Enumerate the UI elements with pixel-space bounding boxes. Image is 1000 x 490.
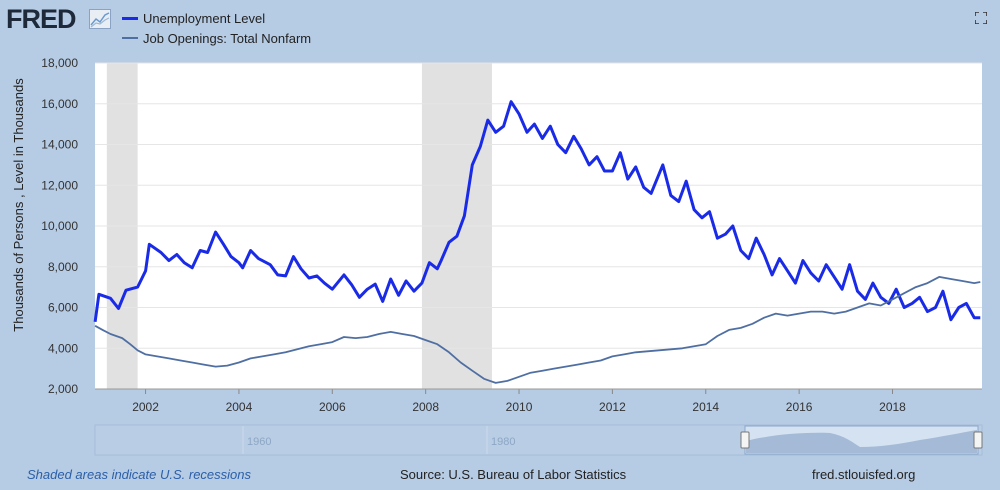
- series-line-job-openings: [94, 275, 981, 384]
- navigator-year-label: 1960: [247, 436, 271, 448]
- y-tick-label: 12,000: [41, 178, 78, 192]
- fred-logo[interactable]: FRED: [6, 4, 76, 34]
- x-tick-label: 2016: [786, 400, 813, 414]
- recession-note: Shaded areas indicate U.S. recessions: [27, 467, 252, 482]
- x-tick-label: 2002: [132, 400, 159, 414]
- legend-item-job-openings[interactable]: Job Openings: Total Nonfarm: [122, 28, 311, 48]
- source-note: Source: U.S. Bureau of Labor Statistics: [400, 467, 627, 482]
- x-tick-label: 2008: [412, 400, 439, 414]
- series-line-unemployment: [93, 100, 981, 323]
- x-tick-label: 2010: [506, 400, 533, 414]
- y-tick-label: 10,000: [41, 219, 78, 233]
- time-navigator[interactable]: 1960 1980: [94, 424, 983, 456]
- y-tick-label: 4,000: [48, 341, 78, 355]
- legend-label: Unemployment Level: [143, 10, 266, 26]
- navigator-sparkline: [746, 430, 977, 453]
- x-tick-label: 2018: [879, 400, 906, 414]
- legend-item-unemployment[interactable]: Unemployment Level: [122, 8, 311, 28]
- y-tick-label: 18,000: [41, 56, 78, 70]
- legend-label: Job Openings: Total Nonfarm: [143, 30, 312, 46]
- legend-swatch: [122, 37, 138, 39]
- x-tick-label: 2012: [599, 400, 626, 414]
- y-tick-label: 8,000: [48, 260, 78, 274]
- x-tick-label: 2004: [226, 400, 253, 414]
- site-link[interactable]: fred.stlouisfed.org: [812, 467, 916, 482]
- y-axis-label: Thousands of Persons , Level in Thousand…: [11, 78, 26, 332]
- y-tick-label: 14,000: [41, 138, 78, 152]
- navigator-handle: [973, 431, 983, 449]
- y-tick-label: 6,000: [48, 301, 78, 315]
- y-tick-label: 16,000: [41, 97, 78, 111]
- x-tick-label: 2014: [692, 400, 719, 414]
- x-tick-label: 2006: [319, 400, 346, 414]
- chart-legend: Unemployment Level Job Openings: Total N…: [122, 8, 311, 48]
- navigator-year-label: 1980: [491, 436, 515, 448]
- legend-swatch: [122, 16, 138, 20]
- y-tick-label: 2,000: [48, 382, 78, 396]
- chart-logo-icon: [89, 9, 111, 29]
- navigator-handle: [740, 431, 750, 449]
